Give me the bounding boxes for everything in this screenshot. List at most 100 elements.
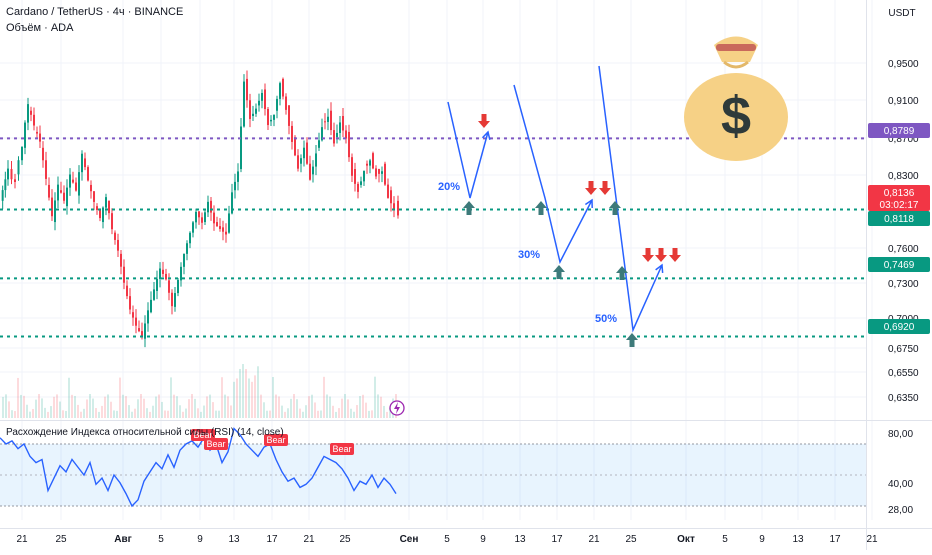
candle-body: [159, 268, 161, 279]
price-badge-text: 0,7469: [884, 260, 915, 271]
volume-bar: [311, 394, 313, 418]
candle-body: [333, 130, 335, 144]
candle-body: [213, 212, 215, 224]
rsi-tick-label: 80,00: [888, 429, 913, 440]
candle-body: [345, 130, 347, 139]
candle-body: [24, 122, 26, 148]
current-price-text: 0,8136: [884, 188, 915, 199]
volume-bar: [59, 401, 61, 418]
candle-body: [189, 232, 191, 244]
price-badge-0: 0,8789: [868, 123, 930, 138]
candle-body: [366, 163, 368, 166]
volume-bar: [194, 398, 196, 418]
scenario-arrowhead: [481, 130, 491, 140]
candle-body: [363, 170, 365, 182]
volume-bar: [101, 405, 103, 418]
volume-bar: [35, 399, 37, 418]
candle-body: [204, 212, 206, 223]
candle-body: [378, 169, 380, 174]
candle-body: [30, 110, 32, 115]
volume-label: Объём · ADA: [6, 22, 74, 34]
volume-bar: [320, 410, 322, 418]
volume-bar: [98, 411, 100, 418]
volume-bar: [20, 394, 22, 418]
volume-bar: [344, 394, 346, 418]
candle-body: [81, 153, 83, 173]
volume-bar: [116, 410, 118, 418]
bear-label-text: Bear: [266, 435, 285, 445]
candle-body: [264, 89, 266, 110]
candle-body: [246, 78, 248, 101]
volume-bar: [71, 394, 73, 418]
candle-body: [180, 266, 182, 281]
candle-body: [318, 140, 320, 148]
volume-bar: [224, 394, 226, 418]
candle-body: [7, 168, 9, 180]
candle-body: [10, 169, 13, 180]
volume-bar: [14, 411, 16, 418]
candle-body: [255, 108, 257, 114]
candle-body: [144, 323, 146, 339]
candle-body: [222, 227, 224, 232]
candle-body: [162, 269, 164, 274]
volume-bar: [260, 394, 262, 418]
candle-body: [240, 126, 242, 170]
bear-label-text: Bear: [332, 444, 351, 454]
scenario-label: 50%: [595, 313, 617, 325]
volume-bar: [386, 411, 388, 418]
volume-bar: [203, 405, 205, 418]
y-tick-label: 0,9100: [888, 96, 919, 107]
candle-body: [339, 122, 341, 133]
candle-body: [234, 181, 236, 191]
candle-body: [261, 92, 263, 101]
candle-body: [108, 200, 110, 214]
volume-bar: [317, 410, 319, 418]
x-tick-label: 9: [480, 534, 486, 545]
volume-bar: [341, 398, 343, 418]
price-badge-text: 0,8789: [884, 126, 915, 137]
volume-bar: [374, 376, 376, 418]
volume-bar: [335, 411, 337, 418]
candle-body: [291, 125, 293, 142]
candle-body: [54, 200, 56, 223]
down-arrow-icon: [599, 181, 611, 195]
volume-bar: [176, 396, 178, 418]
candle-body: [276, 98, 278, 111]
volume-bar: [134, 408, 136, 418]
candle-body: [294, 137, 296, 156]
volume-bar: [218, 410, 220, 418]
volume-bar: [299, 408, 301, 418]
candle-body: [123, 266, 125, 283]
candle-body: [93, 191, 95, 202]
candle-body: [207, 201, 209, 213]
y-tick-label: 0,8300: [888, 171, 919, 182]
volume-bar: [128, 405, 130, 418]
volume-bar: [212, 402, 214, 418]
volume-bar: [248, 378, 250, 418]
symbol-title: Cardano / TetherUS · 4ч · BINANCE: [6, 6, 184, 18]
y-tick-label: 0,6550: [888, 368, 919, 379]
scenario-line-2: [598, 65, 663, 333]
candle-body: [309, 163, 311, 180]
volume-bar: [83, 408, 85, 418]
up-arrow-icon: [535, 201, 547, 215]
candle-body: [237, 171, 239, 182]
volume-bar: [227, 396, 229, 418]
candle-body: [195, 211, 197, 223]
volume-bar: [161, 401, 163, 418]
x-tick-label: 25: [339, 534, 351, 545]
volume-bar: [368, 410, 370, 418]
candle-body: [99, 210, 101, 219]
volume-bar: [263, 402, 265, 418]
volume-bar: [284, 411, 286, 418]
volume-bar: [107, 394, 109, 418]
x-tick-label: 5: [444, 534, 450, 545]
volume-bar: [206, 396, 208, 418]
volume-bar: [338, 408, 340, 418]
price-badge-2: 0,7469: [868, 257, 930, 272]
y-tick-label: 0,6350: [888, 393, 919, 404]
candle-body: [135, 317, 137, 326]
volume-bar: [110, 401, 112, 418]
